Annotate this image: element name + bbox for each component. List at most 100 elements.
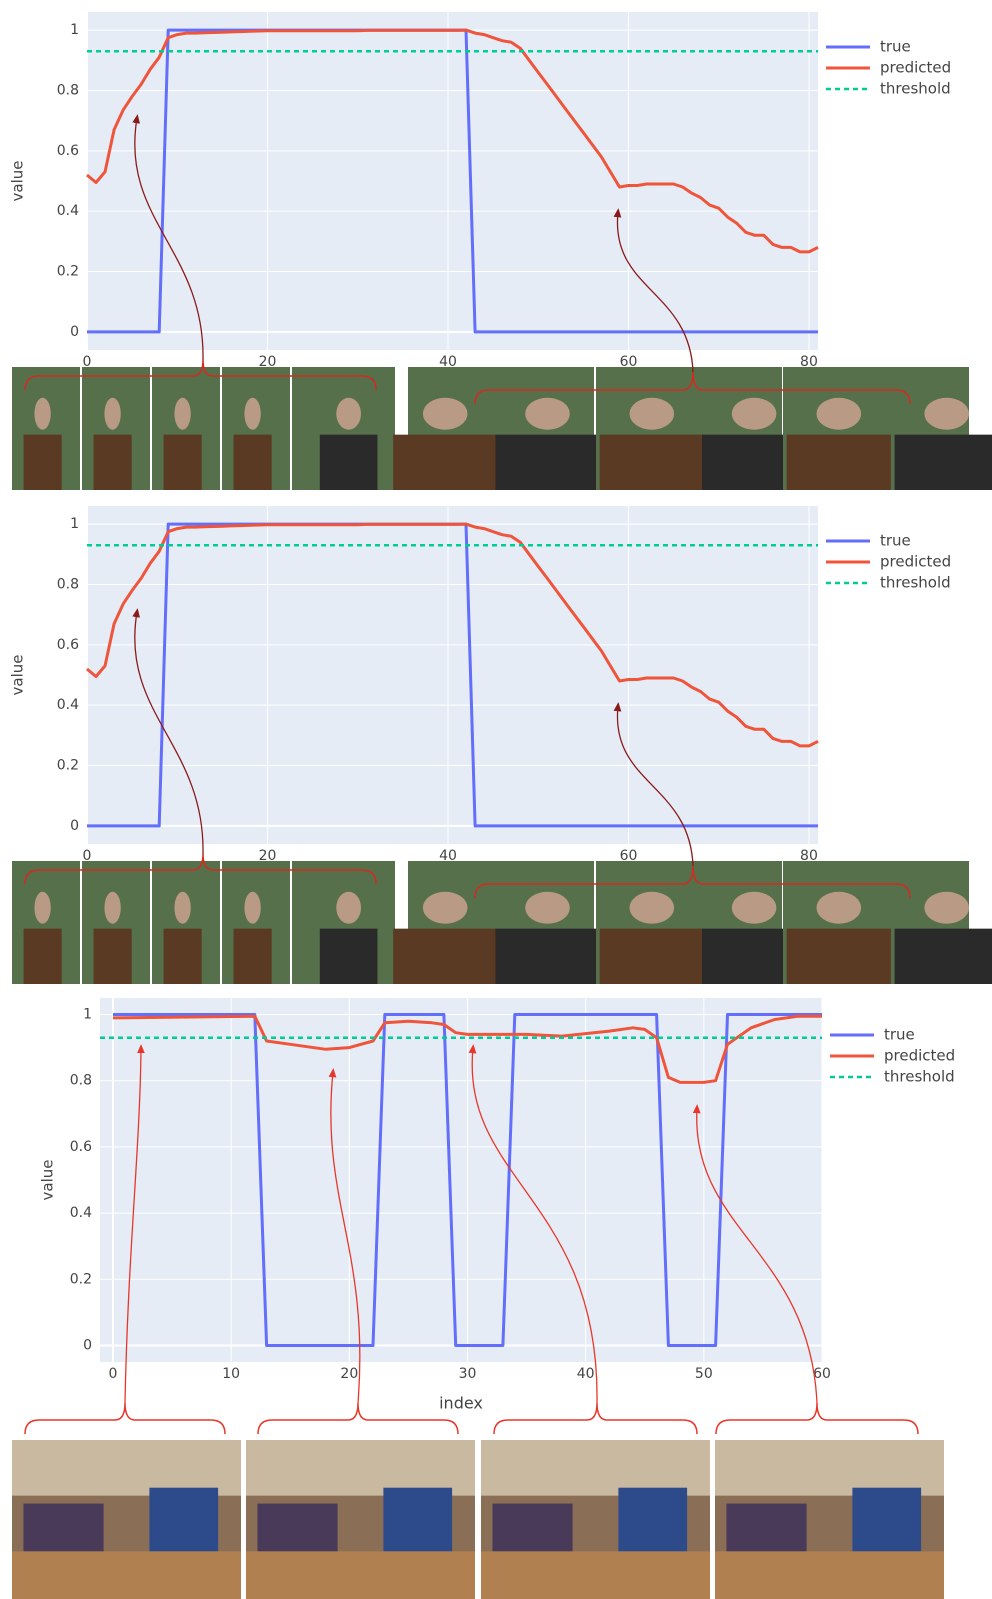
y-tick-label: 0.2 (70, 1271, 92, 1287)
frame-image (715, 1440, 944, 1496)
frame-image (525, 891, 570, 924)
y-tick-label: 0.6 (70, 1139, 92, 1155)
frame-image (786, 434, 891, 490)
frame-image (715, 1551, 944, 1599)
arrow (132, 608, 204, 855)
y-tick-label: 0.8 (57, 82, 79, 98)
y-tick-label: 0.4 (57, 203, 79, 219)
frame-image (393, 928, 498, 984)
plot-background (87, 12, 818, 350)
frame-image (481, 1551, 710, 1599)
x-tick-label: 50 (695, 1366, 713, 1382)
frame-image (34, 397, 51, 430)
x-tick-label: 0 (109, 1366, 118, 1382)
legend-label: true (880, 38, 911, 56)
plot-background (100, 998, 822, 1362)
frame-image (93, 434, 132, 490)
frame-image (495, 928, 600, 984)
frame-image (924, 891, 969, 924)
brace (715, 1402, 919, 1435)
chart: 00.20.40.60.810 10 20 30 40 50 60valueindextru… (39, 998, 955, 1413)
legend-label: predicted (880, 59, 951, 77)
x-tick-label: 20 (259, 354, 277, 370)
frame-image (246, 1551, 475, 1599)
x-tick-label: 80 (800, 354, 818, 370)
frame-image (599, 928, 704, 984)
x-tick-label: 30 (459, 1366, 477, 1382)
legend-label: predicted (880, 553, 951, 571)
frame-image (319, 434, 378, 490)
frame-image (894, 434, 992, 490)
frame-image (244, 397, 261, 430)
y-tick-label: 1 (70, 516, 79, 532)
brace (493, 1402, 698, 1435)
x-tick-label: 60 (620, 848, 638, 864)
x-tick-label: 60 (813, 1366, 831, 1382)
frame-image (495, 434, 600, 490)
x-tick-label: 40 (439, 354, 457, 370)
frame-image (233, 928, 272, 984)
frame-image (93, 928, 132, 984)
frame-image (12, 1551, 241, 1599)
y-tick-label: 0 (83, 1337, 92, 1353)
frame-image (12, 1440, 241, 1496)
brace (24, 1402, 226, 1435)
x-tick-label: 20 (259, 848, 277, 864)
x-tick-label: 60 (620, 354, 638, 370)
y-tick-label: 0.8 (70, 1073, 92, 1089)
frame-image (816, 397, 862, 430)
frame-image (393, 434, 498, 490)
series-line (86, 522, 819, 748)
x-tick-label: 80 (800, 848, 818, 864)
frame-image (104, 891, 121, 924)
y-tick-label: 0.6 (57, 637, 79, 653)
y-axis-title: value (39, 1160, 57, 1201)
frame-image (786, 928, 891, 984)
y-tick-label: 0.4 (57, 697, 79, 713)
frame-image (383, 1487, 453, 1560)
chart: 0 0.2 0.4 0.6 0.8 1 0 20 40 60 80 value true predicte… (9, 12, 951, 370)
legend-label: threshold (884, 1068, 955, 1086)
frame-image (233, 434, 272, 490)
series-line (113, 1013, 822, 1347)
x-tick-label: 40 (439, 848, 457, 864)
x-tick-label: 40 (577, 1366, 595, 1382)
legend-label: true (880, 532, 911, 550)
frame-image (422, 397, 468, 430)
x-tick-label: 20 (340, 1366, 358, 1382)
arrow (468, 1044, 598, 1404)
arrow (692, 1104, 818, 1404)
charts: 00.20.40.60.810 20 40 60 80valuetruepredicte… (9, 12, 955, 1413)
brace (257, 1402, 459, 1435)
frame-image (244, 891, 261, 924)
x-axis-title: index (439, 1394, 483, 1413)
frame-image (163, 928, 202, 984)
frame-image (104, 397, 121, 430)
frame-image (174, 891, 191, 924)
frame-image (422, 891, 468, 924)
arrow (124, 1044, 145, 1404)
frame-image (852, 1487, 922, 1560)
frame-image (34, 891, 51, 924)
frame-image (23, 434, 62, 490)
y-tick-label: 0.2 (57, 264, 79, 280)
frame-image (731, 891, 777, 924)
frame-image (23, 928, 62, 984)
y-tick-label: 0.8 (57, 576, 79, 592)
series-line (112, 1014, 822, 1084)
frame-image (894, 928, 992, 984)
x-tick-label: 10 (222, 1366, 240, 1382)
x-tick-label: 0 (83, 848, 92, 864)
frame-image (816, 891, 862, 924)
frame-image (618, 1487, 688, 1560)
series-line (86, 28, 819, 254)
y-tick-label: 1 (70, 22, 79, 38)
y-axis-title: value (9, 161, 27, 202)
y-tick-label: 0 (70, 324, 79, 340)
arrow (328, 1068, 361, 1404)
frame-image (599, 434, 704, 490)
frame-image (924, 397, 969, 430)
annotations (12, 114, 992, 1599)
frame-image (525, 397, 570, 430)
